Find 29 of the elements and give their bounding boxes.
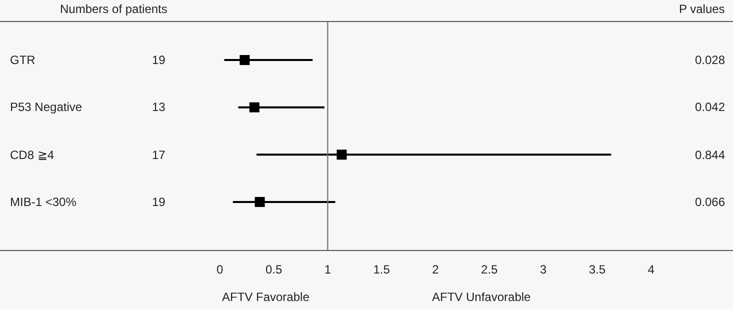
point: [336, 150, 347, 160]
x-tick-label: 0: [216, 262, 224, 276]
annotation: 0.028: [695, 53, 726, 67]
annotation: 17: [152, 148, 166, 162]
point: [249, 102, 260, 112]
annotation: 19: [152, 195, 166, 209]
annotation: 13: [152, 100, 166, 114]
x-tick-label: 3.5: [588, 262, 606, 276]
x-tick-label: 1.5: [373, 262, 390, 276]
x-tick-label: 0.5: [265, 262, 282, 276]
annotation: 0.066: [695, 195, 726, 209]
x-tick-label: 3: [540, 262, 547, 276]
point: [240, 55, 250, 66]
y-tick-label: P53 Negative: [10, 100, 82, 114]
text: P values: [679, 2, 725, 16]
x-tick-label: 1: [324, 262, 332, 276]
text: AFTV Favorable: [222, 290, 310, 304]
annotation: 0.844: [695, 148, 726, 162]
y-tick-label: MIB-1 <30%: [10, 195, 77, 209]
annotation: 0.042: [695, 100, 726, 114]
text: AFTV Unfavorable: [432, 290, 532, 304]
y-tick-label: GTR: [10, 53, 36, 67]
annotation: 19: [152, 53, 166, 67]
y-tick-label: CD8 ≧4: [10, 148, 54, 162]
point: [254, 196, 265, 207]
text: Numbers of patients: [60, 2, 168, 16]
x-tick-label: 2.5: [481, 262, 498, 276]
x-tick-label: 4: [648, 262, 655, 276]
x-tick-label: 2: [432, 262, 440, 276]
